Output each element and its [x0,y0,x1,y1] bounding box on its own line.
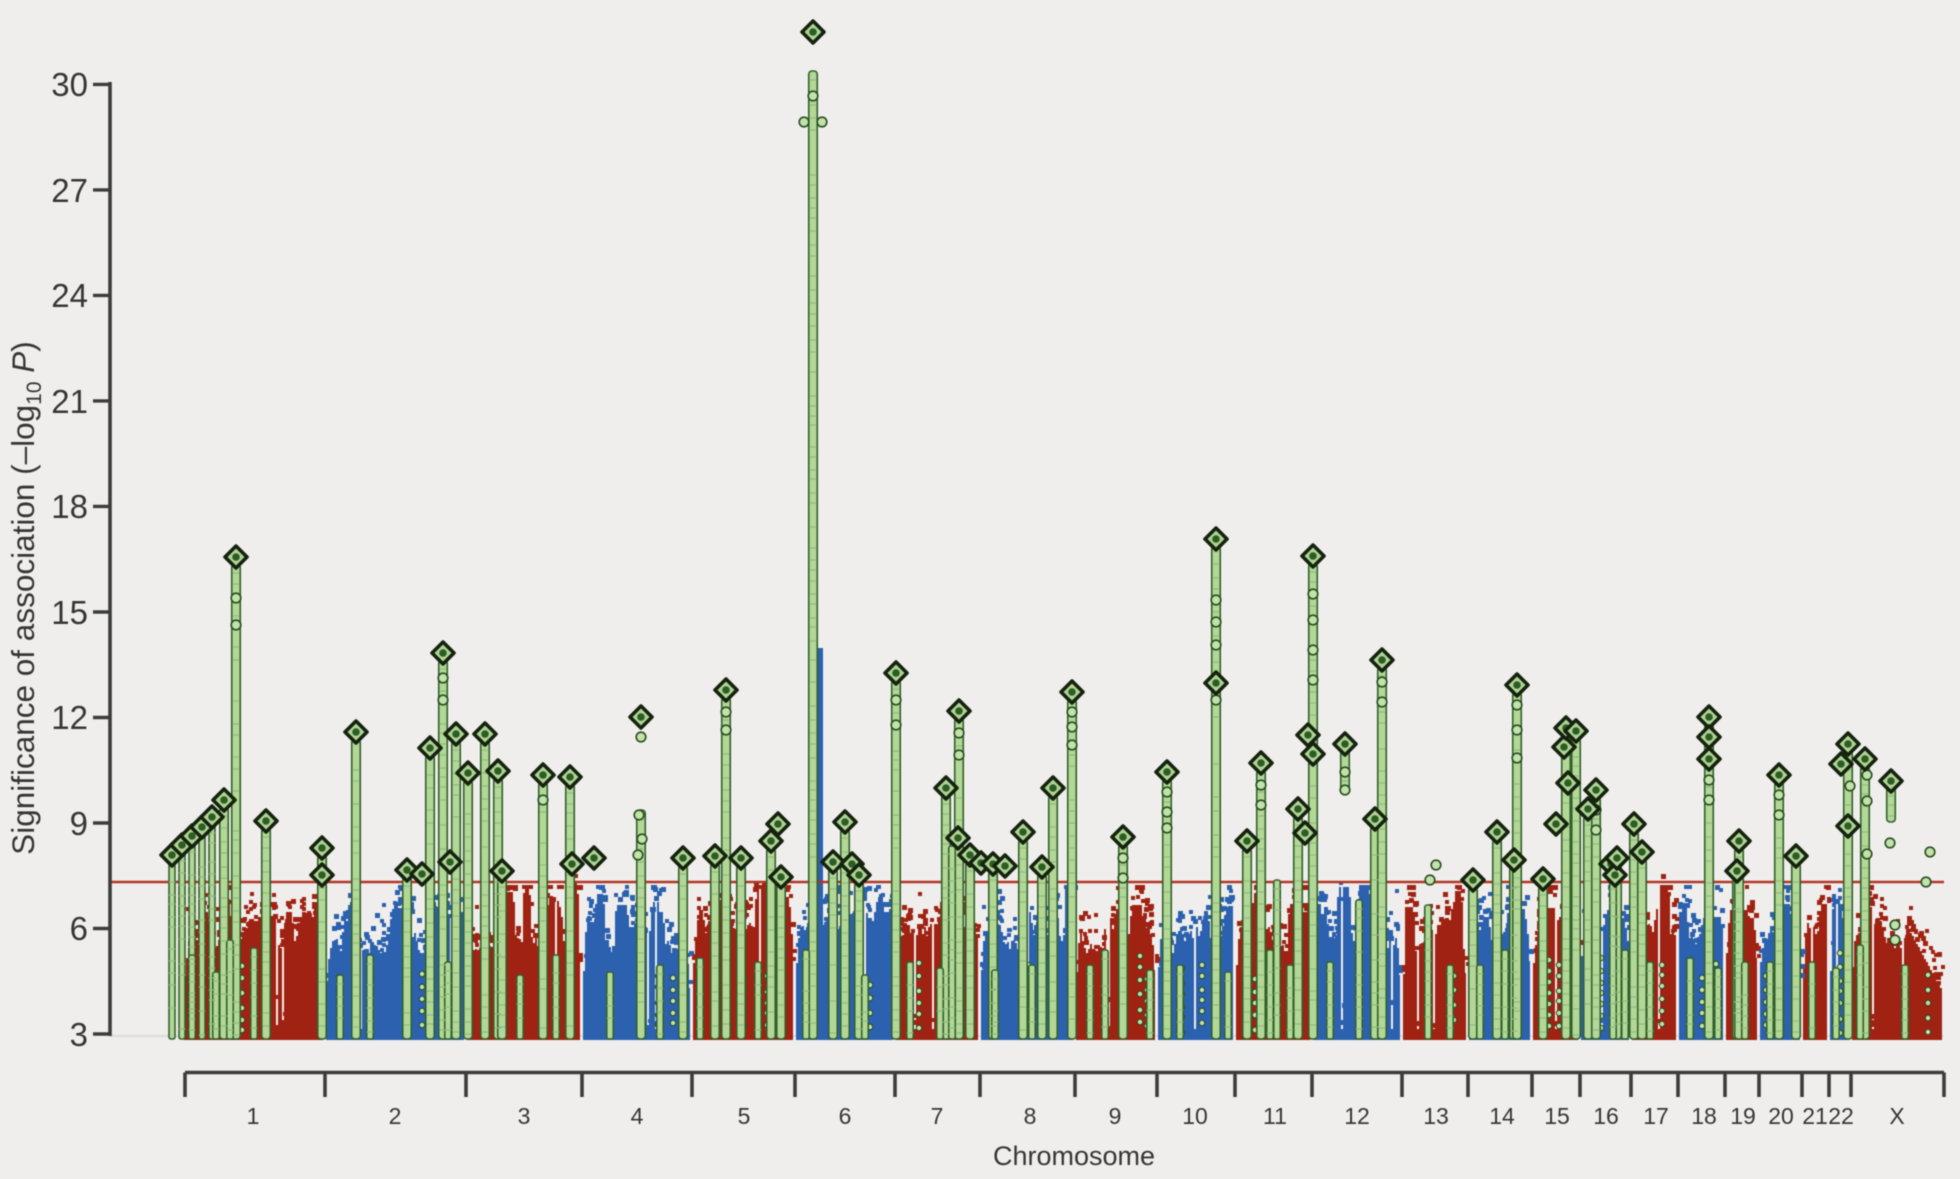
svg-text:12: 12 [51,699,88,736]
svg-text:Chromosome: Chromosome [993,1141,1155,1171]
svg-text:21: 21 [51,383,88,420]
svg-text:15: 15 [51,594,88,631]
svg-text:9: 9 [70,805,88,842]
svg-text:14: 14 [1489,1103,1515,1129]
svg-text:19: 19 [1730,1103,1756,1129]
svg-text:11: 11 [1263,1103,1287,1129]
svg-text:16: 16 [1593,1103,1619,1129]
svg-text:18: 18 [51,488,88,525]
svg-text:4: 4 [631,1103,644,1129]
svg-text:17: 17 [1643,1103,1669,1129]
svg-text:1: 1 [247,1103,260,1129]
svg-text:27: 27 [51,172,88,209]
svg-text:9: 9 [1109,1103,1122,1129]
svg-text:Significance of association (–: Significance of association (–log10 P) [5,341,46,855]
svg-text:20: 20 [1768,1103,1794,1129]
svg-text:24: 24 [51,277,88,314]
svg-text:30: 30 [51,66,88,103]
svg-text:15: 15 [1544,1103,1570,1129]
svg-text:3: 3 [518,1103,531,1129]
svg-text:18: 18 [1691,1103,1717,1129]
svg-text:21: 21 [1802,1103,1828,1129]
svg-text:10: 10 [1182,1103,1208,1129]
svg-text:3: 3 [70,1016,88,1053]
svg-text:7: 7 [931,1103,944,1129]
svg-text:22: 22 [1828,1103,1854,1129]
svg-text:X: X [1889,1103,1904,1129]
svg-text:8: 8 [1024,1103,1037,1129]
svg-text:5: 5 [738,1103,751,1129]
svg-text:2: 2 [389,1103,402,1129]
svg-text:6: 6 [839,1103,852,1129]
svg-text:6: 6 [70,910,88,947]
svg-text:13: 13 [1423,1103,1449,1129]
svg-text:12: 12 [1344,1103,1370,1129]
